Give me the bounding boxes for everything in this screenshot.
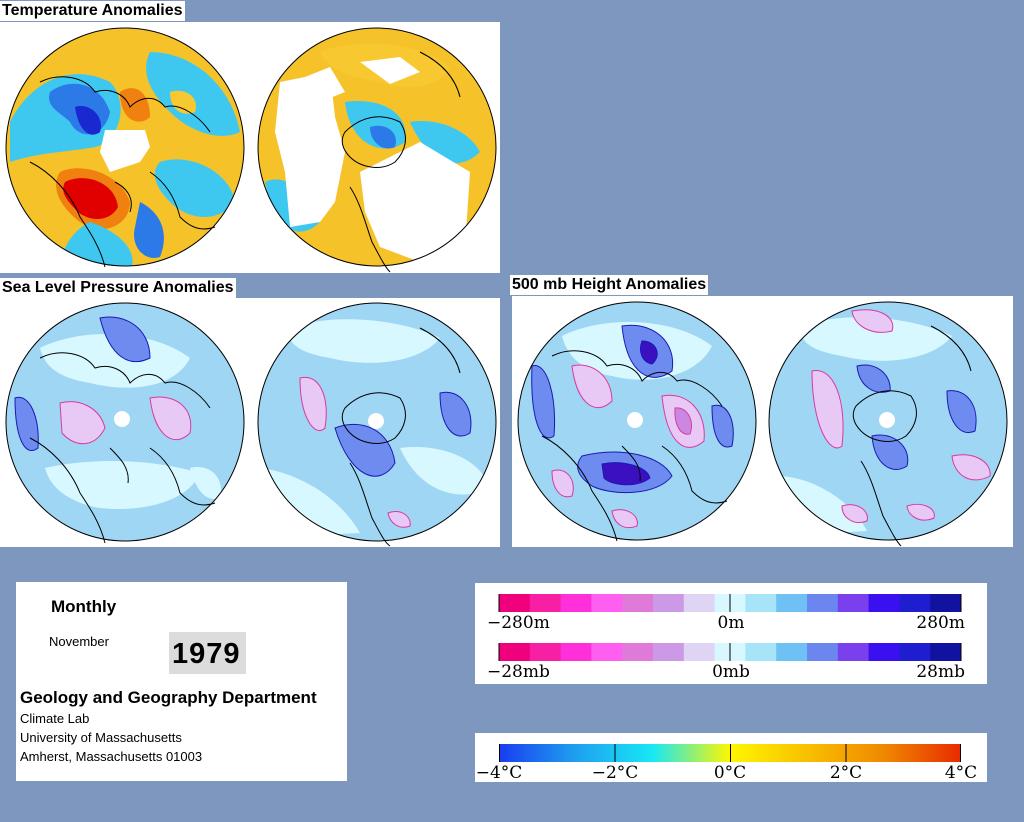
slp-north-coastlines: [29, 352, 216, 544]
height-colorbar-swatch: [683, 594, 716, 612]
pressure-max-label: 28mb: [916, 662, 965, 682]
pressure-colorbar-swatch: [653, 643, 685, 661]
temp-label-4: 4°C: [945, 763, 977, 782]
pressure-colorbar-swatch: [683, 643, 716, 661]
pressure-min-label: −28mb: [487, 662, 550, 682]
height-max-label: 280m: [916, 613, 965, 633]
pressure-colorbar-swatch: [776, 643, 808, 661]
height-min-label: −280m: [487, 613, 550, 633]
pressure-colorbar-swatch: [529, 643, 562, 661]
height-colorbar-swatch: [837, 594, 870, 612]
slp-title: Sea Level Pressure Anomalies: [0, 278, 236, 298]
height-colorbar-swatch: [745, 594, 777, 612]
pressure-colorbar-swatch: [837, 643, 870, 661]
info-box: Monthly November 1979 Geology and Geogra…: [16, 582, 347, 781]
pressure-colorbar-swatch: [807, 643, 839, 661]
height-pressure-legend: −280m 0m 280m −28mb 0mb 28mb: [475, 583, 987, 684]
height-colorbar-swatch: [529, 594, 562, 612]
pressure-colorbar-swatch: [591, 643, 623, 661]
year-box: 1979: [169, 632, 246, 674]
temperature-legend: −4°C −2°C 0°C 2°C 4°C: [475, 733, 987, 783]
temp-label-2: 2°C: [830, 763, 862, 782]
height500-south-map: [769, 302, 1007, 540]
height-colorbar-swatch: [499, 594, 531, 612]
height-colorbar-swatch: [776, 594, 808, 612]
height-colorbar-swatch: [868, 594, 900, 612]
height-colorbar-swatch: [807, 594, 839, 612]
temperature-south-map: [258, 28, 496, 266]
address-line-2: University of Massachusetts: [20, 730, 182, 745]
period-label: Monthly: [51, 597, 117, 616]
department-label: Geology and Geography Department: [20, 688, 317, 707]
address-line-1: Climate Lab: [20, 711, 90, 726]
temp-label-neg2: −2°C: [592, 763, 639, 782]
temperature-north-coastlines: [29, 76, 216, 268]
height500-south-coastlines: [852, 325, 972, 547]
height-colorbar-swatch: [591, 594, 623, 612]
slp-south-coastlines: [341, 327, 461, 547]
pressure-colorbar-swatch: [560, 643, 592, 661]
temperature-north-map: [6, 28, 244, 266]
pressure-mid-label: 0mb: [712, 662, 750, 682]
height500-panel: [512, 296, 1013, 547]
height-colorbar-swatch: [560, 594, 592, 612]
temp-label-neg4: −4°C: [476, 763, 523, 782]
slp-north-map: [6, 303, 244, 541]
temperature-title: Temperature Anomalies: [0, 1, 185, 21]
height500-north-map: [518, 302, 756, 540]
height-colorbar: [498, 594, 962, 612]
height-colorbar-swatch: [899, 594, 931, 612]
temp-label-0: 0°C: [714, 763, 746, 782]
slp-south-map: [258, 303, 496, 541]
pressure-colorbar-swatch: [899, 643, 931, 661]
pressure-colorbar: [498, 643, 962, 661]
temperature-panel: [0, 22, 500, 273]
year-label: 1979: [172, 638, 241, 670]
month-label: November: [49, 634, 109, 649]
address-line-3: Amherst, Massachusetts 01003: [20, 749, 203, 764]
height-mid-label: 0m: [718, 613, 745, 633]
height500-title: 500 mb Height Anomalies: [510, 275, 709, 295]
pressure-colorbar-swatch: [745, 643, 777, 661]
height-colorbar-swatch: [622, 594, 654, 612]
pressure-colorbar-swatch: [930, 643, 962, 661]
height-colorbar-swatch: [930, 594, 962, 612]
height500-north-coastlines: [541, 350, 728, 542]
pressure-colorbar-swatch: [622, 643, 654, 661]
temperature-south-coastlines: [341, 51, 461, 273]
slp-panel: [0, 298, 500, 547]
pressure-colorbar-swatch: [499, 643, 531, 661]
height-colorbar-swatch: [653, 594, 685, 612]
pressure-colorbar-swatch: [868, 643, 900, 661]
